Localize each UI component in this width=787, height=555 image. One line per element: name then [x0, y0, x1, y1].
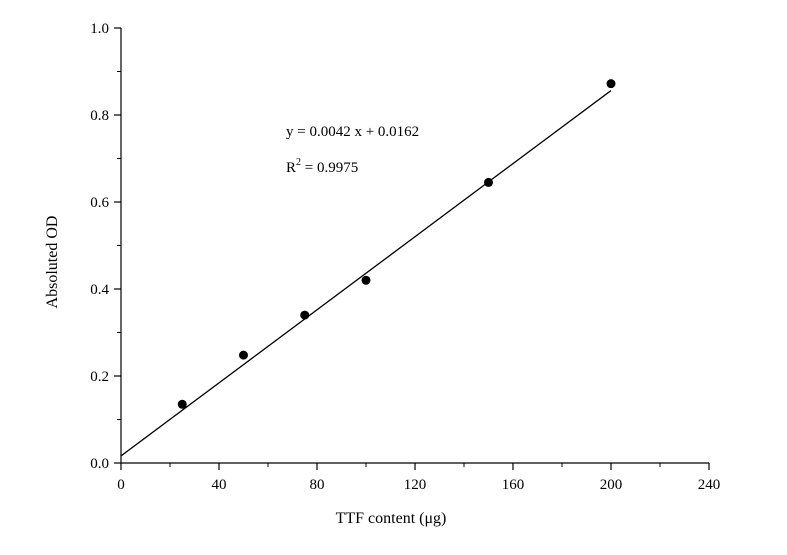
r-squared-value: = 0.9975	[301, 160, 358, 176]
data-point-2	[239, 350, 248, 360]
x-tick-label-200: 200	[600, 477, 623, 493]
y-tick-label-2: 0.4	[90, 282, 109, 298]
x-tick-label-160: 160	[502, 477, 525, 493]
r-squared-prefix: R	[286, 160, 296, 176]
y-tick-label-4: 0.8	[90, 108, 109, 124]
fit-line	[120, 90, 612, 457]
data-point-1	[177, 399, 187, 409]
r-squared-superscript: 2	[296, 157, 301, 168]
data-point-5	[484, 177, 493, 187]
ticks: 0 40 80 120 160 200 240 0.0 0.2 0.4 0.6 0.8 1.0	[90, 21, 720, 493]
fit-equation-annotation: y = 0.0042 x + 0.0162	[286, 124, 419, 140]
r-squared-annotation: R2 = 0.9975	[286, 157, 358, 176]
y-tick-label-0: 0.0	[90, 456, 109, 472]
x-tick-label-120: 120	[404, 477, 427, 493]
axes	[120, 28, 709, 464]
data-point-4	[361, 275, 371, 285]
x-axis-label: TTF content (μg)	[336, 510, 447, 527]
y-axis-label: Absoluted OD	[44, 216, 61, 309]
x-tick-label-80: 80	[310, 477, 325, 493]
x-tick-label-40: 40	[212, 477, 227, 493]
x-tick-label-240: 240	[698, 477, 721, 493]
marks	[120, 79, 616, 457]
data-point-6	[606, 79, 616, 89]
y-tick-label-3: 0.6	[90, 195, 109, 211]
y-tick-label-1: 0.2	[90, 369, 109, 385]
x-tick-label-0: 0	[117, 477, 125, 493]
data-point-3	[300, 310, 310, 320]
y-tick-label-5: 1.0	[90, 21, 109, 37]
